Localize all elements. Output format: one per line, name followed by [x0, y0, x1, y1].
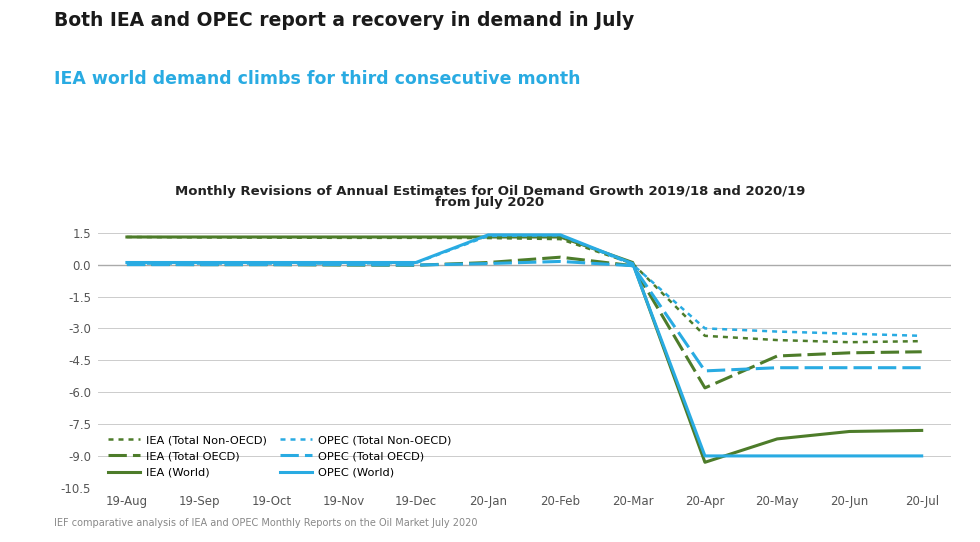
- Text: IEA world demand climbs for third consecutive month: IEA world demand climbs for third consec…: [54, 70, 580, 88]
- Text: Monthly Revisions of Annual Estimates for Oil Demand Growth 2019/18 and 2020/19: Monthly Revisions of Annual Estimates fo…: [174, 185, 806, 198]
- Legend: IEA (Total Non-OECD), IEA (Total OECD), IEA (World), OPEC (Total Non-OECD), OPEC: IEA (Total Non-OECD), IEA (Total OECD), …: [104, 430, 456, 482]
- Text: from July 2020: from July 2020: [435, 196, 545, 209]
- Text: IEF comparative analysis of IEA and OPEC Monthly Reports on the Oil Market July : IEF comparative analysis of IEA and OPEC…: [54, 519, 477, 528]
- Text: Both IEA and OPEC report a recovery in demand in July: Both IEA and OPEC report a recovery in d…: [54, 11, 634, 30]
